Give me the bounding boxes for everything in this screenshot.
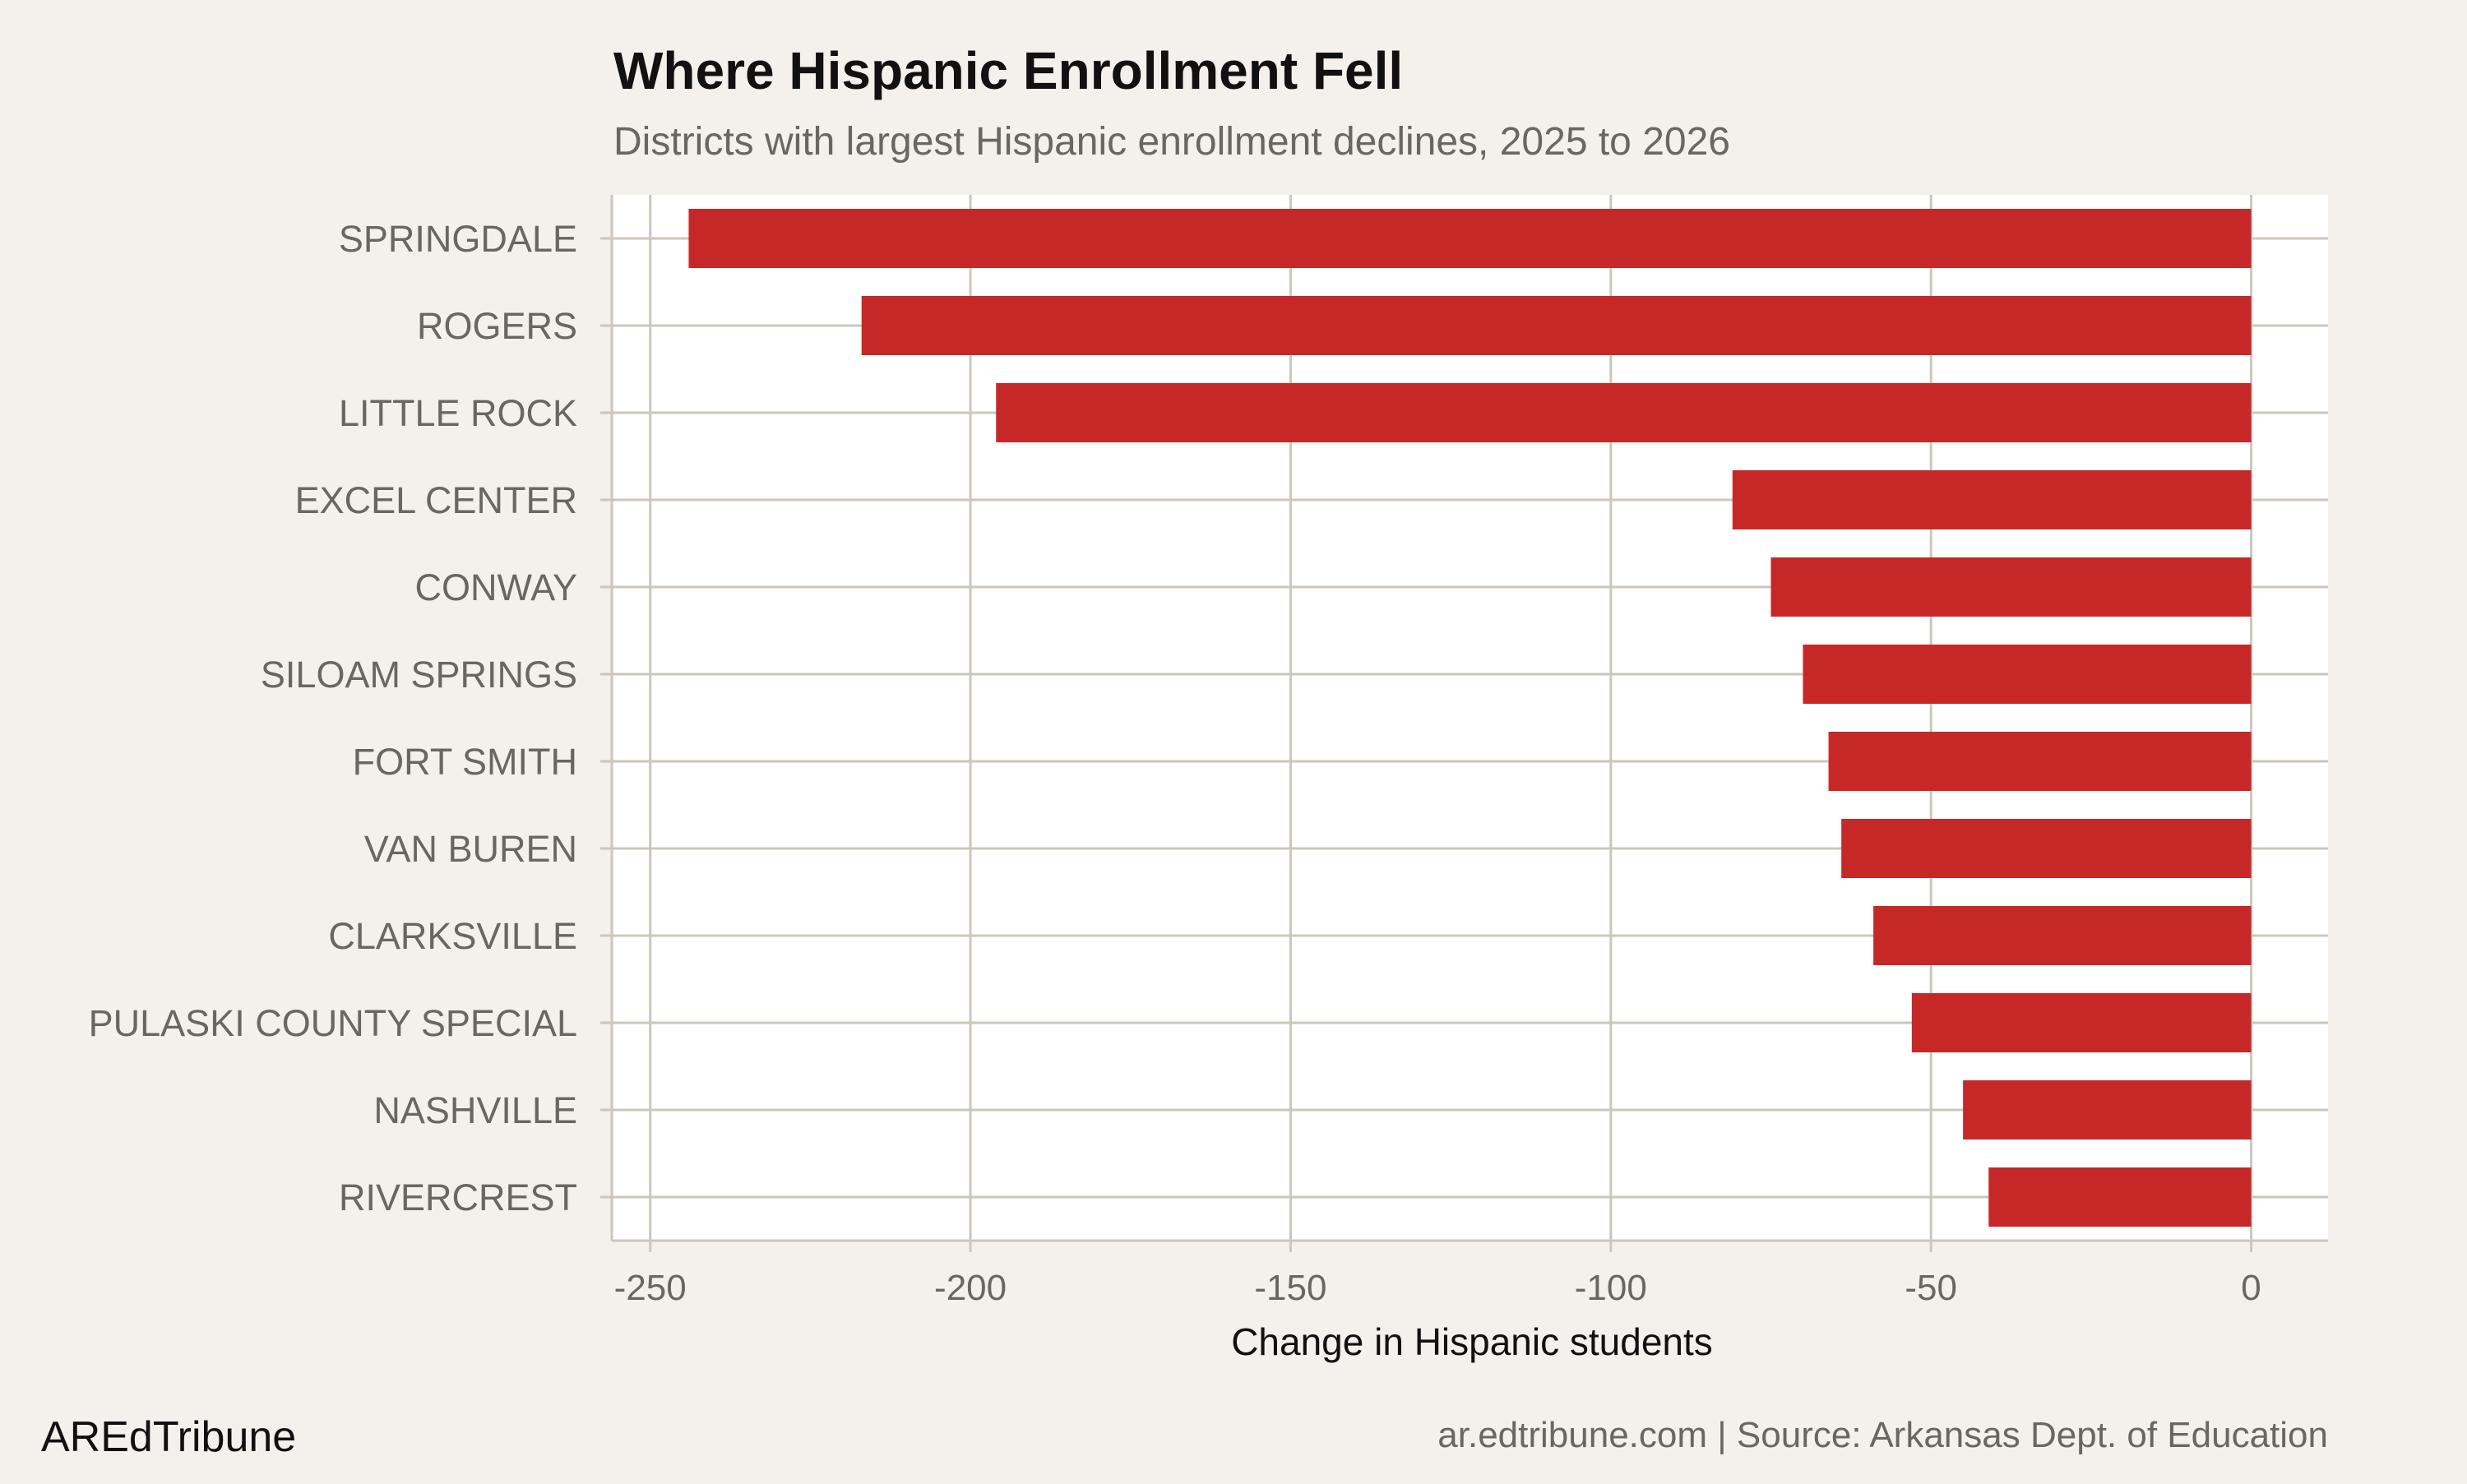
bar-rivercrest bbox=[1988, 1167, 2252, 1227]
footer-source: ar.edtribune.com | Source: Arkansas Dept… bbox=[1437, 1415, 2328, 1455]
chart-title: Where Hispanic Enrollment Fell bbox=[613, 41, 1403, 100]
bar-little-rock bbox=[996, 383, 2252, 442]
bar-conway bbox=[1770, 557, 2252, 617]
y-tick-label: RIVERCREST bbox=[339, 1177, 577, 1218]
x-tick-label: -250 bbox=[614, 1268, 687, 1308]
bar-siloam-springs bbox=[1803, 645, 2252, 704]
y-tick-label: FORT SMITH bbox=[353, 741, 577, 783]
bar-springdale bbox=[688, 209, 2252, 268]
x-axis-title: Change in Hispanic students bbox=[1231, 1320, 1713, 1363]
bar-excel-center bbox=[1732, 470, 2252, 529]
bar-rogers bbox=[861, 296, 2252, 355]
y-tick-label: CLARKSVILLE bbox=[328, 915, 577, 957]
x-axis-labels: -250 -200 -150 -100 -50 0 bbox=[614, 1268, 2261, 1308]
y-tick-label: CONWAY bbox=[415, 566, 578, 608]
chart-subtitle: Districts with largest Hispanic enrollme… bbox=[613, 120, 1730, 164]
x-tick-label: -200 bbox=[934, 1268, 1007, 1308]
footer-brand: AREdTribune bbox=[41, 1413, 296, 1461]
x-tick-label: -150 bbox=[1254, 1268, 1326, 1308]
y-tick-label: VAN BUREN bbox=[364, 828, 577, 870]
bar-clarksville bbox=[1873, 906, 2252, 965]
y-axis-labels: SPRINGDALE ROGERS LITTLE ROCK EXCEL CENTER C… bbox=[89, 218, 577, 1218]
bars bbox=[688, 209, 2252, 1227]
bar-pulaski-county-special bbox=[1911, 993, 2252, 1052]
y-tick-label: SPRINGDALE bbox=[339, 218, 577, 260]
bar-nashville bbox=[1963, 1080, 2252, 1140]
plot-panel bbox=[612, 195, 2328, 1241]
y-tick-label: ROGERS bbox=[417, 305, 577, 347]
x-tick-label: -50 bbox=[1905, 1268, 1957, 1308]
x-tick-label: -100 bbox=[1575, 1268, 1647, 1308]
y-tick-label: NASHVILLE bbox=[373, 1089, 577, 1131]
y-tick-label: PULASKI COUNTY SPECIAL bbox=[89, 1002, 577, 1044]
bar-fort-smith bbox=[1828, 732, 2252, 791]
y-tick-label: EXCEL CENTER bbox=[295, 479, 577, 521]
bar-van-buren bbox=[1841, 819, 2252, 878]
y-tick-label: SILOAM SPRINGS bbox=[261, 654, 577, 696]
x-tick-label: 0 bbox=[2241, 1268, 2261, 1308]
y-tick-label: LITTLE ROCK bbox=[339, 392, 577, 434]
